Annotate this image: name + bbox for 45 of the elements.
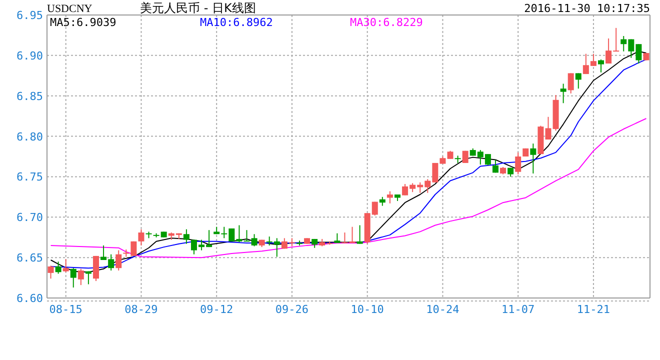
- x-tick-label: 11-07: [502, 303, 535, 316]
- candlestick: [92, 255, 99, 282]
- candlestick: [515, 152, 522, 175]
- annotation: 2016-11-30 10:17:35: [524, 2, 650, 15]
- y-tick-label: 6.60: [16, 292, 43, 305]
- candlestick: [568, 72, 574, 94]
- x-tick-label: 11-21: [576, 303, 610, 316]
- candlestick: [183, 228, 190, 244]
- candlestick: [530, 143, 536, 174]
- candlestick: [386, 190, 393, 204]
- candlestick: [356, 224, 363, 244]
- text: MA10:6.8962: [200, 16, 273, 29]
- chart-title: 美元人民币 - 日K线图: [140, 1, 256, 15]
- text: MA30:6.8229: [350, 16, 423, 29]
- y-tick-label: 6.75: [16, 170, 43, 184]
- text: MA5:6.9039: [50, 16, 116, 29]
- y-tick-label: 6.80: [16, 130, 43, 144]
- candlestick: [575, 72, 582, 90]
- candlestick: [78, 268, 84, 286]
- candlestick: [62, 258, 69, 273]
- annotation: USDCNY: [47, 3, 92, 15]
- candlestick: [342, 232, 348, 244]
- x-tick-label: 09-26: [275, 303, 309, 316]
- candlestick: [48, 265, 54, 280]
- y-tick-label: 6.85: [16, 90, 43, 103]
- x-tick-label: 10-24: [426, 303, 460, 316]
- y-tick-label: 6.90: [16, 49, 43, 62]
- candlestick: [492, 159, 498, 174]
- candlestick: [251, 234, 258, 247]
- candlestick: [55, 261, 62, 274]
- y-tick-label: 6.95: [16, 9, 43, 22]
- candlestick: [138, 228, 144, 246]
- x-tick-label: 08-29: [124, 303, 158, 316]
- candlestick: [116, 250, 122, 272]
- x-tick-label: 08-15: [49, 303, 82, 316]
- x-tick-label: 10-10: [350, 303, 384, 316]
- candlestick: [560, 83, 566, 104]
- y-tick-label: 6.70: [16, 211, 43, 224]
- candlestick: [462, 150, 468, 164]
- candlestick: [598, 58, 604, 73]
- candlestick: [349, 226, 356, 244]
- x-tick-label: 09-12: [200, 303, 234, 316]
- candlestick: [70, 268, 76, 288]
- candlestick: [454, 155, 461, 164]
- y-tick-label: 6.65: [16, 252, 43, 265]
